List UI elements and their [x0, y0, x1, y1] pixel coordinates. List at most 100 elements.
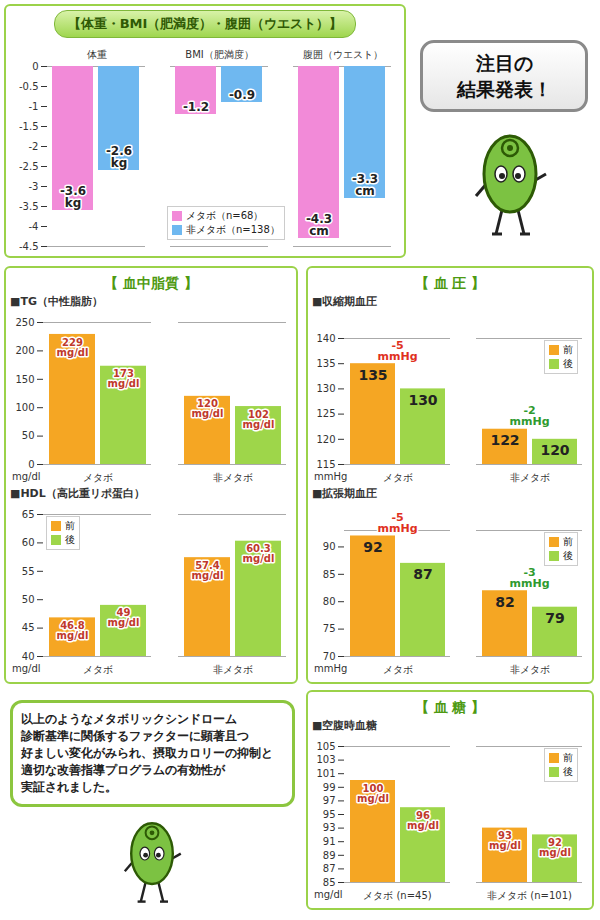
svg-text:-2mmHg: -2mmHg: [509, 404, 549, 428]
svg-text:90: 90: [323, 541, 336, 552]
svg-text:97: 97: [323, 795, 336, 806]
svg-text:80: 80: [323, 596, 336, 607]
svg-text:-4.3cm: -4.3cm: [306, 212, 332, 238]
svg-text:-0.9: -0.9: [229, 88, 255, 102]
svg-text:-4.5: -4.5: [19, 241, 39, 252]
svg-text:95: 95: [323, 809, 336, 820]
svg-text:非メタボ (n=101): 非メタボ (n=101): [487, 890, 572, 901]
svg-text:-0.5: -0.5: [19, 81, 39, 92]
svg-text:-2.6kg: -2.6kg: [106, 144, 132, 170]
svg-text:57.4mg/dl: 57.4mg/dl: [192, 560, 224, 581]
svg-text:-5mmHg: -5mmHg: [377, 511, 417, 535]
svg-text:-3mmHg: -3mmHg: [509, 566, 549, 590]
svg-text:-5mmHg: -5mmHg: [377, 339, 417, 363]
svg-text:120mg/dl: 120mg/dl: [192, 398, 224, 419]
svg-text:-5mmHg: -5mmHg: [377, 339, 417, 363]
svg-text:-2.5: -2.5: [19, 161, 39, 172]
svg-text:メタボ: メタボ: [83, 472, 113, 483]
svg-text:-0.9: -0.9: [229, 88, 255, 102]
svg-text:130: 130: [408, 392, 437, 408]
svg-text:130: 130: [316, 383, 335, 394]
svg-text:60.3mg/dl: 60.3mg/dl: [243, 543, 275, 564]
svg-text:0: 0: [32, 61, 38, 72]
svg-text:82: 82: [495, 594, 514, 610]
svg-text:100mg/dl: 100mg/dl: [357, 783, 389, 804]
svg-text:92mg/dl: 92mg/dl: [539, 837, 571, 858]
svg-text:87: 87: [413, 566, 432, 582]
svg-text:46.8mg/dl: 46.8mg/dl: [57, 620, 89, 641]
svg-text:非メタボ: 非メタボ: [213, 664, 253, 675]
svg-text:-3.3cm: -3.3cm: [352, 172, 378, 198]
svg-text:70: 70: [323, 651, 336, 662]
svg-text:102mg/dl: 102mg/dl: [243, 409, 275, 430]
svg-text:250: 250: [15, 317, 34, 328]
svg-text:173mg/dl: 173mg/dl: [108, 368, 140, 389]
svg-text:-4.3cm: -4.3cm: [306, 212, 332, 238]
svg-text:91: 91: [323, 836, 336, 847]
svg-text:-3.6kg: -3.6kg: [60, 184, 86, 210]
svg-text:非メタボ: 非メタボ: [510, 472, 550, 483]
svg-text:-2.6kg: -2.6kg: [106, 144, 132, 170]
svg-text:122: 122: [490, 432, 519, 448]
svg-text:-3.5: -3.5: [19, 201, 39, 212]
svg-text:92: 92: [363, 539, 382, 555]
svg-text:100: 100: [15, 402, 34, 413]
svg-text:93mg/dl: 93mg/dl: [489, 830, 521, 851]
svg-text:体重: 体重: [87, 49, 107, 60]
svg-text:75: 75: [323, 623, 336, 634]
svg-text:120: 120: [316, 434, 335, 445]
svg-text:85: 85: [323, 877, 336, 888]
svg-text:60: 60: [22, 537, 35, 548]
svg-text:57.4mg/dl: 57.4mg/dl: [192, 560, 224, 581]
svg-text:229mg/dl: 229mg/dl: [57, 337, 89, 358]
svg-text:49mg/dl: 49mg/dl: [108, 607, 140, 628]
svg-text:89: 89: [323, 850, 336, 861]
svg-text:非メタボ: 非メタボ: [510, 664, 550, 675]
svg-text:229mg/dl: 229mg/dl: [57, 337, 89, 358]
svg-text:135: 135: [358, 367, 387, 383]
svg-text:-2mmHg: -2mmHg: [509, 404, 549, 428]
svg-text:102mg/dl: 102mg/dl: [243, 409, 275, 430]
svg-text:93mg/dl: 93mg/dl: [489, 830, 521, 851]
svg-text:40: 40: [22, 651, 35, 662]
svg-text:125: 125: [316, 408, 335, 419]
svg-text:-3.3cm: -3.3cm: [352, 172, 378, 198]
svg-text:173mg/dl: 173mg/dl: [108, 368, 140, 389]
svg-text:120mg/dl: 120mg/dl: [192, 398, 224, 419]
svg-text:-5mmHg: -5mmHg: [377, 511, 417, 535]
svg-text:105: 105: [316, 741, 335, 752]
svg-text:-3mmHg: -3mmHg: [509, 566, 549, 590]
svg-text:101: 101: [316, 768, 335, 779]
svg-text:49mg/dl: 49mg/dl: [108, 607, 140, 628]
svg-text:メタボ: メタボ: [83, 664, 113, 675]
svg-text:45: 45: [22, 622, 35, 633]
svg-text:非メタボ: 非メタボ: [213, 472, 253, 483]
svg-text:-1.2: -1.2: [183, 100, 209, 114]
svg-text:60.3mg/dl: 60.3mg/dl: [243, 543, 275, 564]
svg-text:120: 120: [540, 442, 569, 458]
svg-text:-4: -4: [29, 221, 39, 232]
svg-text:115: 115: [316, 459, 335, 470]
svg-text:BMI（肥満度）: BMI（肥満度）: [185, 49, 253, 60]
svg-text:96mg/dl: 96mg/dl: [407, 810, 439, 831]
svg-text:103: 103: [316, 754, 335, 765]
svg-text:メタボ (n=45): メタボ (n=45): [363, 890, 432, 901]
svg-text:150: 150: [15, 374, 34, 385]
svg-text:0: 0: [28, 459, 34, 470]
svg-text:200: 200: [15, 345, 34, 356]
svg-text:-1.5: -1.5: [19, 121, 39, 132]
svg-text:55: 55: [22, 566, 35, 577]
svg-text:-2: -2: [29, 141, 39, 152]
svg-text:50: 50: [22, 594, 35, 605]
svg-text:85: 85: [323, 569, 336, 580]
svg-text:腹囲（ウエスト）: 腹囲（ウエスト）: [303, 49, 383, 60]
svg-text:-3: -3: [29, 181, 39, 192]
svg-text:メタボ: メタボ: [383, 664, 413, 675]
svg-text:79: 79: [545, 610, 564, 626]
svg-text:96mg/dl: 96mg/dl: [407, 810, 439, 831]
svg-text:65: 65: [22, 509, 35, 520]
svg-text:92mg/dl: 92mg/dl: [539, 837, 571, 858]
svg-text:99: 99: [323, 782, 336, 793]
svg-text:87: 87: [323, 863, 336, 874]
svg-text:100mg/dl: 100mg/dl: [357, 783, 389, 804]
